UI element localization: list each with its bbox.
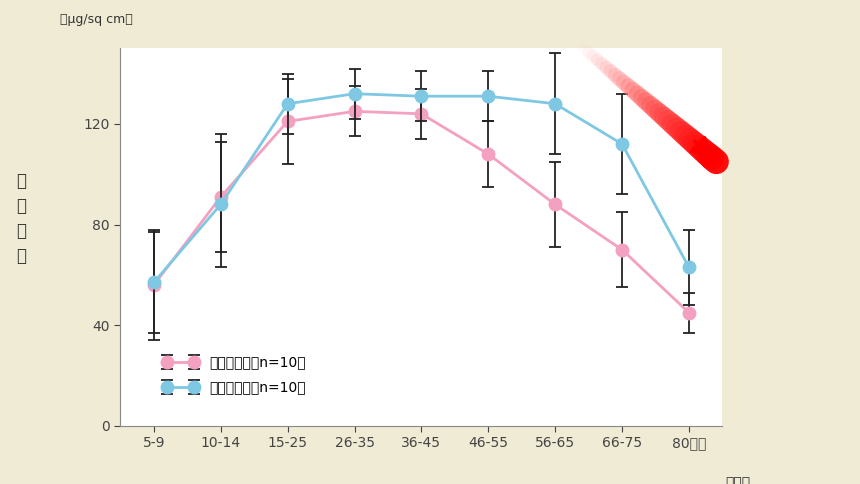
Text: （歳）: （歳） xyxy=(726,476,751,484)
Text: （μg/sq cm）: （μg/sq cm） xyxy=(60,13,133,26)
Text: 総
皮
脂
量: 総 皮 脂 量 xyxy=(16,172,26,265)
Legend: 女性（各群、n=10）, 男性（各群、n=10）: 女性（各群、n=10）, 男性（各群、n=10） xyxy=(157,350,311,400)
